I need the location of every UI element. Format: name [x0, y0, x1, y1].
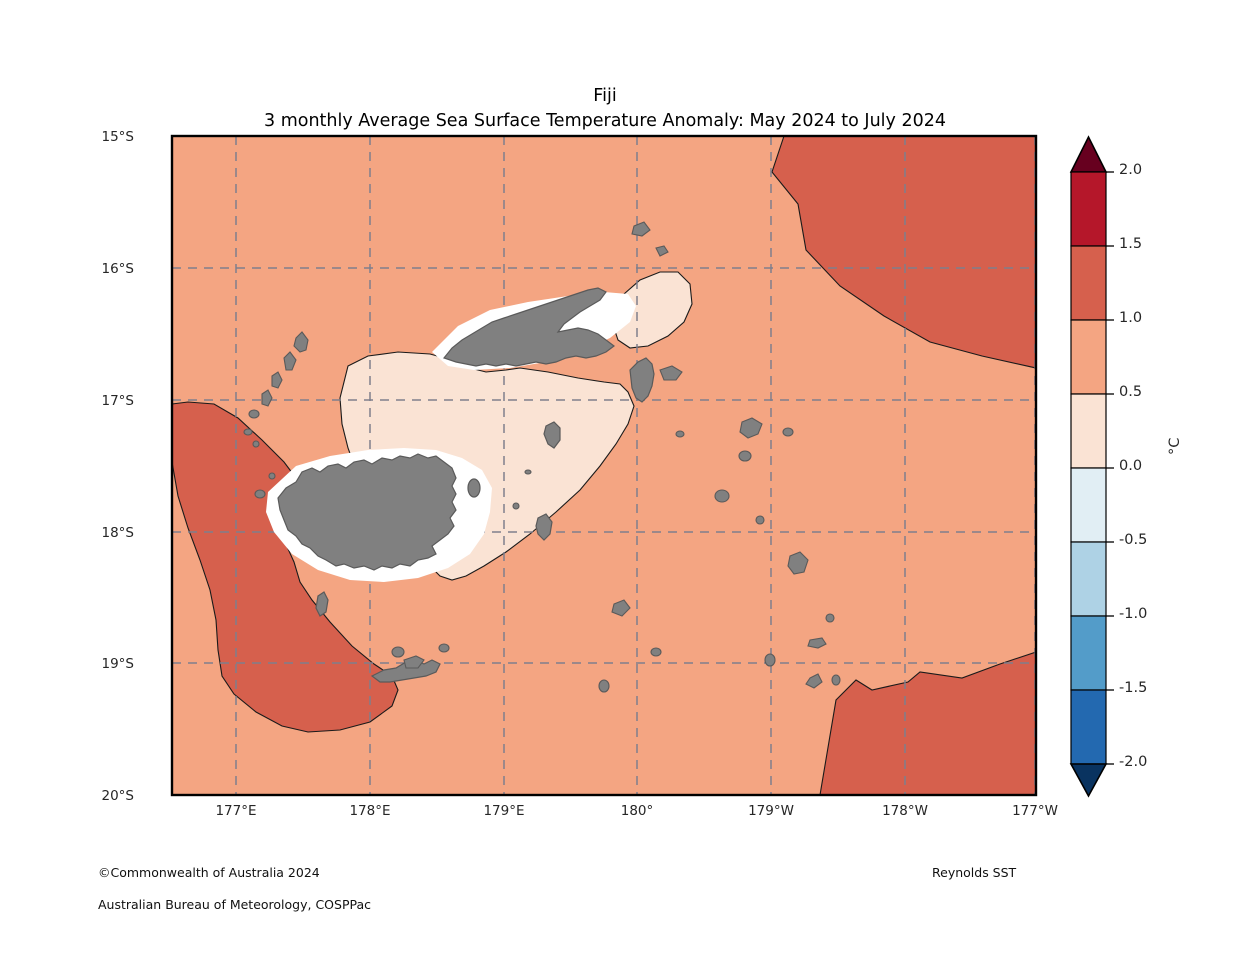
x-tick-label-179E: 179°E — [483, 803, 525, 819]
colorbar-band-1.5-2.0 — [1070, 171, 1107, 247]
colorbar-band-neg1.0-neg0.5 — [1070, 541, 1107, 617]
land-lau-group — [598, 221, 841, 693]
land-vanua-levu — [442, 287, 615, 367]
land-small-islets — [391, 469, 532, 669]
anomaly-region-taveuni-neutral — [611, 271, 693, 349]
y-tick-label-16S: 16°S — [101, 261, 135, 277]
x-tick-label-177E: 177°E — [215, 803, 257, 819]
colorbar-over-triangle — [1069, 135, 1108, 173]
plot-frame — [170, 134, 1038, 797]
colorbar-tick-label-neg1.5: -1.5 — [1119, 680, 1148, 696]
colorbar-tick-label-neg1.0: -1.0 — [1119, 606, 1148, 622]
colorbar-tick-label-0.0: 0.0 — [1119, 458, 1143, 474]
land-vatulele — [315, 591, 329, 617]
colorbar-unit-label: °C — [1167, 437, 1183, 455]
anomaly-region-northeast-warm — [771, 136, 1036, 369]
footer-data-source: Reynolds SST — [932, 865, 1017, 880]
anomaly-region-southeast-warm — [819, 651, 1036, 795]
anomaly-region-southwest-warm — [172, 401, 399, 733]
land-ovalau — [467, 478, 481, 498]
x-tick-label-179W: 179°W — [748, 803, 794, 819]
land-layer — [243, 221, 841, 693]
x-tick-label-178W: 178°W — [882, 803, 928, 819]
x-tick-label-178E: 178°E — [349, 803, 391, 819]
colorbar-band-1.0-1.5 — [1070, 245, 1107, 321]
colorbar-tick-label-0.5: 0.5 — [1119, 384, 1143, 400]
footer-copyright: ©Commonwealth of Australia 2024 — [98, 865, 320, 880]
y-tick-label-15S: 15°S — [101, 129, 135, 145]
land-koro — [543, 421, 561, 449]
colorbar-band-0.0-0.5 — [1070, 393, 1107, 469]
colorbar-tick-label-neg0.5: -0.5 — [1119, 532, 1148, 548]
title-region: Fiji — [593, 86, 617, 106]
colorbar — [1069, 135, 1114, 798]
colorbar-ticks — [1106, 171, 1114, 765]
y-tick-label-18S: 18°S — [101, 525, 135, 541]
land-gau — [535, 513, 553, 541]
title-description: 3 monthly Average Sea Surface Temperatur… — [264, 111, 946, 131]
figure-title: Fiji 3 monthly Average Sea Surface Tempe… — [0, 84, 1210, 134]
y-tick-label-17S: 17°S — [101, 393, 135, 409]
colorbar-band-neg2.0-neg1.5 — [1070, 689, 1107, 765]
colorbar-under-triangle — [1069, 763, 1108, 798]
y-tick-label-20S: 20°S — [101, 788, 135, 804]
land-viti-levu — [277, 453, 457, 571]
y-tick-label-19S: 19°S — [101, 656, 135, 672]
colorbar-tick-label-1.5: 1.5 — [1119, 236, 1143, 252]
footer-agency: Australian Bureau of Meteorology, COSPPa… — [98, 897, 371, 912]
x-tick-label-177W: 177°W — [1012, 803, 1058, 819]
colorbar-tick-label-1.0: 1.0 — [1119, 310, 1143, 326]
land-kadavu — [370, 659, 441, 683]
land-yasawa-group — [243, 331, 309, 448]
land-mamanuca-group — [254, 472, 276, 499]
colorbar-band-0.5-1.0 — [1070, 319, 1107, 395]
footer-attribution: ©Commonwealth of Australia 2024 Australi… — [98, 849, 371, 929]
colorbar-band-neg1.5-neg1.0 — [1070, 615, 1107, 691]
land-taveuni — [629, 357, 655, 403]
colorbar-tick-label-neg2.0: -2.0 — [1119, 754, 1148, 770]
x-tick-label-180: 180° — [620, 803, 654, 819]
colorbar-band-neg0.5-0.0 — [1070, 467, 1107, 543]
colorbar-tick-label-2.0: 2.0 — [1119, 162, 1143, 178]
